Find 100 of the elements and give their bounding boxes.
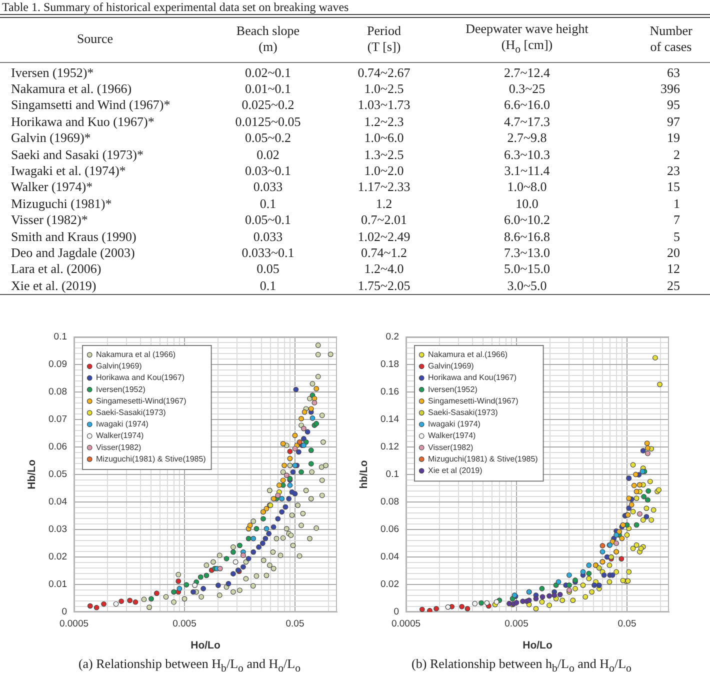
category-label: Visser (1982)*	[11, 212, 88, 228]
text: 15	[667, 179, 680, 194]
x-tick-label: 0.0005	[59, 618, 89, 630]
text: 1.0~8.0	[507, 179, 547, 194]
text: 25	[667, 278, 680, 293]
text: 3.1~11.4	[504, 163, 550, 178]
y-tick-label: 0.02	[48, 552, 67, 563]
text: 19	[667, 130, 680, 146]
legend-label: Horikawa and Kou(1967)	[96, 373, 185, 382]
category-label: Deepwater wave height (H$_{o}$ [cm])	[464, 21, 590, 58]
category-label: Galvin (1969)*	[11, 130, 91, 146]
text: 0.3~25	[508, 81, 546, 96]
text: 2.7~9.8	[507, 130, 547, 146]
text: 10.0	[516, 196, 538, 211]
x-tick-label: 0.0005	[391, 618, 421, 630]
text: 1.0~2.0	[364, 163, 404, 178]
y-tick-label: 0.1	[54, 332, 67, 343]
text: 0.02	[256, 146, 280, 162]
text: 63	[667, 64, 680, 80]
legend-label: Iwagaki (1974)	[96, 420, 149, 429]
legend-label: Iversen(1952)	[428, 385, 478, 394]
y-tick-label: 0.09	[48, 359, 67, 370]
text: 1.17~2.33	[358, 179, 410, 194]
legend-label: Singamesetti-Wind(1967)	[428, 396, 519, 406]
y-tick-label: 0	[62, 606, 67, 618]
y-tick-label: 0.08	[380, 496, 399, 508]
text: 7.3~13.0	[504, 245, 550, 260]
text: 0.033	[253, 179, 283, 194]
y-tick-label: 0.12	[380, 442, 399, 453]
text: 396	[660, 81, 680, 96]
y-tick-label: 0.06	[380, 524, 399, 536]
text: 0.025~0.2	[242, 97, 294, 112]
text: 4.7~17.3	[504, 114, 550, 129]
text: 1.2	[376, 196, 392, 211]
category-label: Horikawa and Kuo (1967)*	[11, 114, 154, 129]
legend-label: Nakamura et al.(1966)	[428, 350, 508, 360]
category-label: Iwagaki et al. (1974)*	[11, 163, 126, 178]
text: 12	[667, 261, 680, 276]
text: 6.3~10.3	[504, 146, 550, 162]
category-label: Period (T [s])	[366, 23, 402, 56]
text: 6.6~16.0	[504, 97, 550, 112]
text: 0.05	[256, 261, 280, 276]
text: 0.74~2.67	[358, 64, 410, 80]
category-label: Number of cases	[648, 23, 694, 56]
text: 0.05~0.1	[244, 212, 292, 228]
y-tick-label: 0.01	[48, 579, 67, 590]
category-label: Deo and Jagdale (2003)	[11, 245, 135, 260]
text: 0.033~0.1	[242, 245, 294, 260]
y-tick-label: 0.16	[380, 386, 399, 398]
text: 8.6~16.8	[504, 228, 550, 244]
y-tick-label: 0.08	[48, 386, 67, 398]
legend-label: Mizuguchi(1981) & Stive(1985)	[96, 454, 206, 464]
text: 20	[667, 245, 680, 260]
x-axis-title: Ho/Lo	[190, 640, 220, 652]
text: 2	[674, 146, 680, 162]
text: 0.0125~0.05	[235, 114, 301, 129]
text: 3.0~5.0	[507, 278, 547, 293]
text: 95	[667, 97, 680, 112]
category-label: Saeki and Sasaki (1973)*	[11, 146, 144, 162]
text: Source	[76, 30, 114, 48]
category-label: Singamsetti and Wind (1967)*	[11, 97, 170, 112]
y-tick-label: 0.18	[380, 359, 399, 370]
text: 6.0~10.2	[504, 212, 550, 228]
text: 1	[674, 196, 680, 211]
text: 0.03~0.1	[244, 163, 292, 178]
x-tick-label: 0.005	[172, 618, 196, 630]
y-axis-title: Hb/Lo	[26, 460, 38, 490]
text: 5	[674, 228, 680, 244]
legend-label: Galvin(1969)	[96, 362, 142, 371]
text: 0.1	[260, 196, 276, 211]
legend-label: Mizuguchi(1981) & Stive(1985)	[428, 454, 538, 464]
category-label: Smith and Kraus (1990)	[11, 228, 136, 244]
category-label: Mizuguchi (1981)*	[11, 196, 112, 211]
text: 1.75~2.05	[358, 278, 410, 293]
legend-label: Xie et al (2019)	[428, 466, 483, 476]
text: 0.7~2.01	[360, 212, 408, 228]
category-label: Walker (1974)*	[11, 179, 93, 194]
text: 0.033	[253, 228, 283, 244]
y-tick-label: 0.02	[380, 579, 399, 590]
text: 0.02~0.1	[244, 64, 292, 80]
text: 1.0~2.5	[364, 81, 404, 96]
x-tick-label: 0.05	[286, 618, 304, 630]
y-tick-label: 0.14	[380, 414, 399, 426]
text: 0.1	[260, 278, 276, 293]
y-tick-label: 0.06	[48, 442, 67, 453]
y-tick-label: 0.2	[386, 332, 399, 343]
text: 0.74~1.2	[360, 245, 408, 260]
y-tick-label: 0.04	[48, 496, 67, 508]
legend-label: Walker(1974)	[428, 431, 476, 440]
y-tick-label: 0.03	[48, 524, 67, 536]
text: 5.0~15.0	[504, 261, 550, 276]
category-label: Iversen (1952)*	[11, 64, 94, 80]
legend-label: Iversen(1952)	[96, 385, 146, 394]
legend-label: Iwagaki (1974)	[428, 420, 481, 429]
y-tick-label: 0.04	[380, 552, 399, 563]
text: 0.01~0.1	[244, 81, 292, 96]
legend-label: Walker(1974)	[96, 431, 144, 440]
x-tick-label: 0.05	[618, 618, 636, 630]
y-tick-label: 0.05	[48, 469, 67, 480]
legend-label: Horikawa and Kou(1967)	[428, 373, 517, 382]
